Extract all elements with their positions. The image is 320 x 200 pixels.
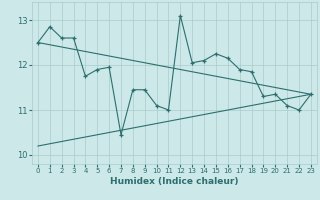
X-axis label: Humidex (Indice chaleur): Humidex (Indice chaleur) bbox=[110, 177, 239, 186]
